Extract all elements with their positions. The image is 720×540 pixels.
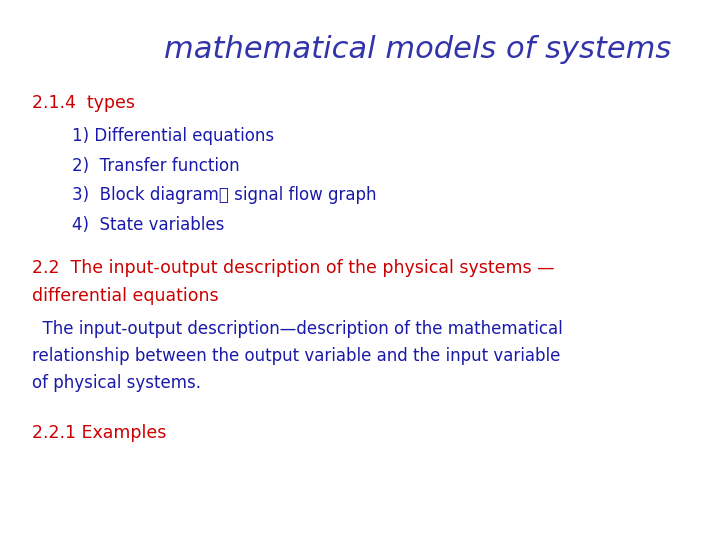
Text: 2.2.1 Examples: 2.2.1 Examples xyxy=(32,424,167,442)
Text: of physical systems.: of physical systems. xyxy=(32,374,202,391)
Text: 2.1.4  types: 2.1.4 types xyxy=(32,94,135,112)
Text: mathematical models of systems: mathematical models of systems xyxy=(164,35,671,64)
Text: relationship between the output variable and the input variable: relationship between the output variable… xyxy=(32,347,561,364)
Text: The input-output description—description of the mathematical: The input-output description—description… xyxy=(32,320,563,338)
Text: differential equations: differential equations xyxy=(32,287,219,305)
Text: 2.2  The input-output description of the physical systems —: 2.2 The input-output description of the … xyxy=(32,259,555,277)
Text: 3)  Block diagram、 signal flow graph: 3) Block diagram、 signal flow graph xyxy=(72,186,377,204)
Text: 4)  State variables: 4) State variables xyxy=(72,216,225,234)
Text: 2)  Transfer function: 2) Transfer function xyxy=(72,157,240,174)
Text: 1) Differential equations: 1) Differential equations xyxy=(72,127,274,145)
